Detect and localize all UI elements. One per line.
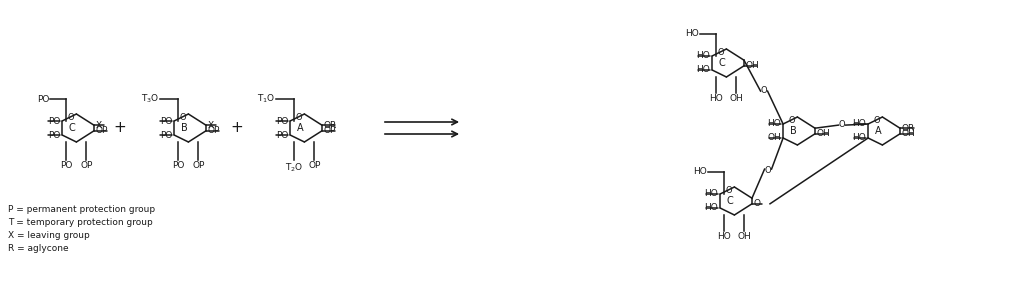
Text: OR: OR [901,124,914,133]
Text: PO: PO [172,161,184,170]
Text: +: + [113,120,126,135]
Text: HO: HO [704,204,717,212]
Text: X = leaving group: X = leaving group [8,231,90,240]
Text: O: O [179,113,186,122]
Text: HO: HO [704,190,717,198]
Text: T$_2$O: T$_2$O [285,161,304,173]
Text: OP: OP [81,161,93,170]
Text: O: O [838,120,844,129]
Text: O: O [788,116,795,125]
Text: PO: PO [48,130,60,139]
Text: O: O [763,166,770,175]
Text: O: O [717,48,723,57]
Text: OH: OH [816,129,829,138]
Text: OH: OH [745,61,759,70]
Text: T$_3$O: T$_3$O [141,93,159,105]
Text: PO: PO [48,117,60,125]
Text: T = temporary protection group: T = temporary protection group [8,218,153,227]
Text: HO: HO [696,66,709,74]
Text: PO: PO [60,161,72,170]
Text: P = permanent protection group: P = permanent protection group [8,205,155,214]
Text: HO: HO [685,30,698,38]
Text: C: C [726,196,733,206]
Text: +: + [230,120,244,135]
Text: B: B [789,126,796,136]
Text: PO: PO [160,117,172,125]
Text: O: O [753,199,760,208]
Text: HO: HO [709,94,722,103]
Text: R = aglycone: R = aglycone [8,244,68,253]
Text: B: B [180,123,187,133]
Text: OH: OH [729,94,743,103]
Text: OH: OH [737,232,751,241]
Text: OH: OH [901,129,915,138]
Text: HO: HO [716,232,731,241]
Text: OR: OR [324,121,337,130]
Text: O: O [726,186,732,195]
Text: OH: OH [766,134,781,142]
Text: T$_1$O: T$_1$O [257,93,275,105]
Text: C: C [718,58,725,68]
Text: X: X [208,121,214,130]
Text: HO: HO [852,120,865,129]
Text: O: O [68,113,74,122]
Text: OP: OP [192,161,205,170]
Text: A: A [874,126,880,136]
Text: PO: PO [37,95,49,103]
Text: PO: PO [160,130,172,139]
Text: PO: PO [275,130,287,139]
Text: X: X [96,121,102,130]
Text: C: C [68,123,75,133]
Text: OP: OP [324,126,336,135]
Text: HO: HO [696,52,709,60]
Text: A: A [297,123,303,133]
Text: HO: HO [852,134,865,142]
Text: O: O [873,116,879,125]
Text: OP: OP [96,126,108,135]
Text: OP: OP [208,126,220,135]
Text: PO: PO [275,117,287,125]
Text: O: O [296,113,303,122]
Text: OP: OP [308,161,320,170]
Text: O: O [759,86,766,95]
Text: HO: HO [693,168,706,176]
Text: HO: HO [766,120,781,129]
